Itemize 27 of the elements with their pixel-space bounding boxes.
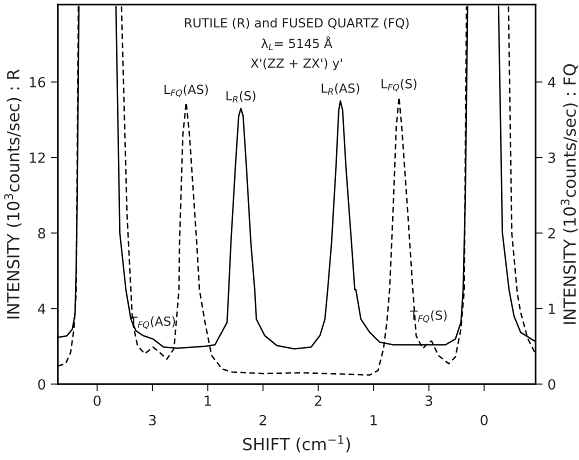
x-tick-label: 2 [314, 395, 322, 406]
text: λ$_{L}$= 5145 Å X'(ZZ + ZX') y' [250, 36, 342, 70]
x-tick-label: 3 [426, 395, 432, 406]
text: RUTILE (R) and FUSED QUARTZ (FQ) [184, 18, 409, 30]
x2-tick-label: 2 [260, 414, 266, 426]
annotation: L$_{R}$(S) [226, 90, 256, 102]
y-tick-label: 8 [38, 228, 46, 239]
y2-tick-label: 1 [548, 304, 555, 314]
y-tick-label: 4 [38, 304, 46, 314]
x-tick-label: 1 [204, 396, 211, 406]
y2-tick-label: 3 [548, 152, 556, 164]
x2-tick-label: 0 [480, 414, 488, 426]
y2-tick-label: 4 [548, 77, 556, 88]
x-tick-label: 0 [94, 395, 101, 406]
annotation: L$_{FQ}$(AS) [164, 84, 208, 98]
x2-tick-label: 1 [370, 415, 377, 426]
annotation: L$_{FQ}$(S) [382, 78, 416, 92]
y2-tick-label: 0 [548, 379, 556, 390]
y2-axis-title: INTENSITY (10$^{3}$counts/sec) : FQ [560, 64, 578, 324]
annotation: L$_{R}$(AS) [322, 83, 360, 95]
y-tick-label: 0 [38, 379, 46, 390]
y-axis-title: INTENSITY (10$^{3}$counts/sec) : R [4, 69, 22, 318]
y2-tick-label: 2 [548, 228, 555, 238]
y-tick-label: 12 [30, 152, 45, 163]
y-tick-label: 16 [30, 76, 46, 88]
x-axis-title: SHIFT (cm$^{−1}$) [243, 435, 350, 452]
x2-tick-label: 3 [149, 414, 156, 426]
